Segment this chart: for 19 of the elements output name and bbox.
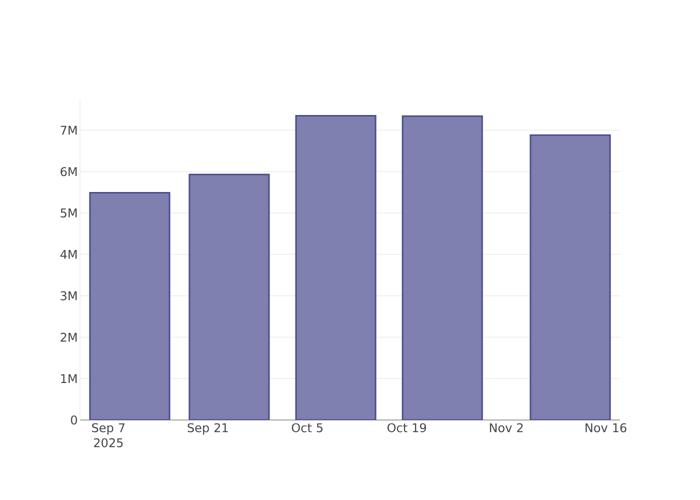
x-tick-label: Oct 5 xyxy=(292,423,323,432)
y-tick-label: 1M xyxy=(61,374,77,383)
y-tick-label: 2M xyxy=(60,332,77,342)
x-tick-label: Oct 19 xyxy=(388,423,426,432)
bar xyxy=(188,174,270,420)
bar xyxy=(295,114,376,420)
x-tick-label: Nov 2 xyxy=(490,423,523,432)
bar xyxy=(530,134,611,420)
x-tick-label: Nov 16 xyxy=(586,423,626,432)
bar xyxy=(402,115,483,420)
y-tick-label: 3M xyxy=(60,291,77,300)
y-tick-label: 7M xyxy=(60,126,77,135)
x-tick-label: Sep 7 2025 xyxy=(92,423,125,448)
bar xyxy=(89,192,170,420)
x-tick-label: Sep 21 xyxy=(188,423,228,435)
y-tick-label: 4M xyxy=(60,250,77,259)
y-tick-label: 5M xyxy=(60,208,77,218)
y-tick-label: 6M xyxy=(60,167,77,176)
y-tick-label: 0 xyxy=(70,415,78,425)
